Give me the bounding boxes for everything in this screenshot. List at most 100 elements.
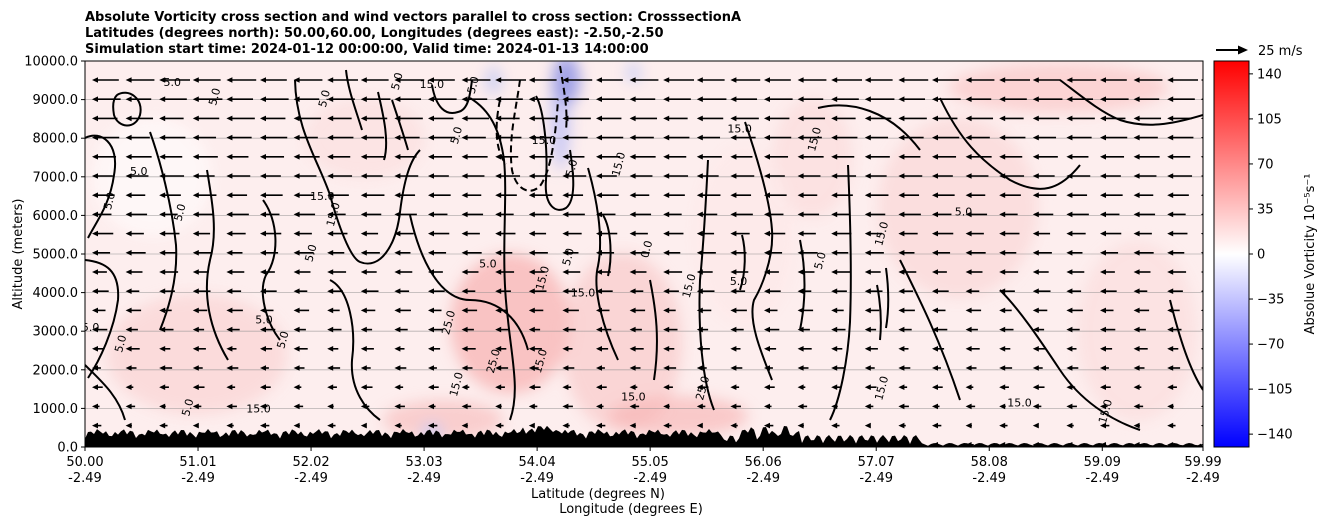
wind-vector-head	[965, 77, 972, 83]
wind-vector-head	[92, 365, 98, 371]
wind-vector-head	[92, 96, 98, 102]
y-tick-label: 2000.0	[33, 363, 79, 378]
x-axis-label-longitude: Longitude (degrees E)	[559, 502, 703, 517]
wind-vector-head	[1032, 192, 1039, 198]
wind-vector-head	[831, 96, 838, 102]
wind-vector-head	[360, 269, 367, 275]
wind-vector-head	[562, 422, 569, 429]
contour-line	[739, 234, 746, 291]
wind-vector-head	[696, 211, 703, 218]
wind-vector-head	[831, 365, 838, 371]
wind-vector-head	[764, 230, 770, 237]
wind-vector-head	[495, 403, 502, 410]
wind-vector-head	[360, 230, 367, 237]
wind-vector-head	[528, 115, 535, 122]
wind-vector-head	[663, 192, 670, 198]
wind-vector-head	[394, 230, 401, 237]
wind-vector-head	[898, 269, 905, 275]
wind-vector-head	[696, 230, 703, 237]
wind-vector-head	[562, 96, 569, 102]
wind-vector-head	[932, 422, 938, 429]
wind-vector-head	[730, 288, 737, 294]
wind-vector-head	[797, 269, 804, 275]
x-tick-label-lon: -2.49	[1186, 471, 1220, 486]
wind-vector-head	[764, 326, 770, 333]
wind-vector-head	[394, 154, 401, 160]
wind-vector-head	[1133, 154, 1140, 160]
wind-vector-head	[932, 403, 938, 410]
x-axis-label-latitude: Latitude (degrees N)	[531, 487, 665, 502]
wind-vector-head	[159, 154, 166, 160]
wind-vector-head	[1100, 307, 1106, 314]
wind-vector-head	[696, 192, 703, 198]
wind-vector-head	[1133, 288, 1140, 294]
contour-label: 15.0	[310, 190, 335, 203]
wind-vector-head	[159, 230, 166, 237]
wind-vector-head	[864, 211, 871, 218]
wind-vector-head	[1032, 269, 1039, 275]
wind-vector-head	[260, 346, 266, 352]
wind-vector-head	[1100, 422, 1106, 429]
contour-label: 15.0	[1096, 398, 1115, 425]
contour-line	[799, 239, 806, 331]
wind-vector-head	[327, 154, 334, 160]
wind-vector-head	[596, 269, 602, 275]
title-line-3: Simulation start time: 2024-01-12 00:00:…	[85, 42, 649, 57]
wind-vector-head	[92, 422, 98, 429]
wind-vector-head	[1133, 307, 1140, 314]
wind-vector-head	[864, 115, 871, 122]
wind-vector-head	[192, 307, 199, 314]
colorbar-tick-label: 105	[1257, 112, 1282, 127]
x-tick-label-lat: 51.01	[179, 455, 216, 470]
wind-vector-head	[663, 403, 670, 410]
wind-vector-head	[965, 365, 972, 371]
wind-vector-head	[999, 173, 1006, 179]
wind-vector-head	[1100, 403, 1106, 410]
wind-vector-head	[797, 230, 804, 237]
wind-vector-head	[428, 134, 434, 141]
contour-label: 25.0	[439, 309, 458, 336]
wind-vector-head	[764, 192, 770, 198]
x-tick-label-lat: 59.99	[1184, 455, 1221, 470]
wind-vector-head	[192, 346, 199, 352]
wind-vector-head	[226, 154, 233, 160]
wind-vector-head	[797, 115, 804, 122]
wind-vector-head	[260, 384, 266, 390]
wind-vector-head	[797, 77, 804, 83]
wind-vector-head	[260, 96, 266, 102]
wind-vector-head	[1200, 328, 1203, 331]
wind-vector-head	[696, 307, 703, 314]
wind-vector-head	[293, 96, 300, 102]
wind-vector-head	[1133, 192, 1140, 198]
wind-vector-head	[797, 154, 804, 160]
wind-vector-head	[1066, 346, 1073, 352]
wind-vector-head	[764, 134, 770, 141]
wind-vector-head	[596, 154, 602, 160]
wind-vector-head	[1167, 269, 1174, 275]
wind-vector-head	[831, 154, 838, 160]
wind-vector-head	[1200, 424, 1203, 427]
wind-vector-head	[495, 77, 502, 83]
colorbar-tick-label: 140	[1257, 67, 1282, 82]
terrain-silhouette	[85, 425, 1203, 447]
contour-label: 5.0	[465, 75, 482, 95]
wind-vector-head	[730, 211, 737, 218]
wind-vector-head	[1066, 422, 1073, 429]
wind-vector-head	[696, 115, 703, 122]
contour-line	[469, 97, 516, 421]
wind-vector-head	[461, 192, 468, 198]
wind-vector-head	[932, 365, 938, 371]
wind-vector-head	[192, 134, 199, 141]
colorbar-tick-label: −105	[1257, 383, 1293, 398]
wind-vector-head	[1032, 365, 1039, 371]
wind-vector-head	[1200, 117, 1203, 120]
wind-vector-head	[125, 365, 132, 371]
wind-vector-head	[1133, 115, 1140, 122]
wind-vector-head	[394, 326, 401, 333]
wind-vector-head	[1100, 230, 1106, 237]
x-tick-label-lat: 59.09	[1084, 455, 1121, 470]
wind-vector-head	[428, 230, 434, 237]
wind-vector-head	[696, 403, 703, 410]
wind-vector-head	[394, 384, 401, 390]
wind-vector-head	[1200, 98, 1203, 101]
